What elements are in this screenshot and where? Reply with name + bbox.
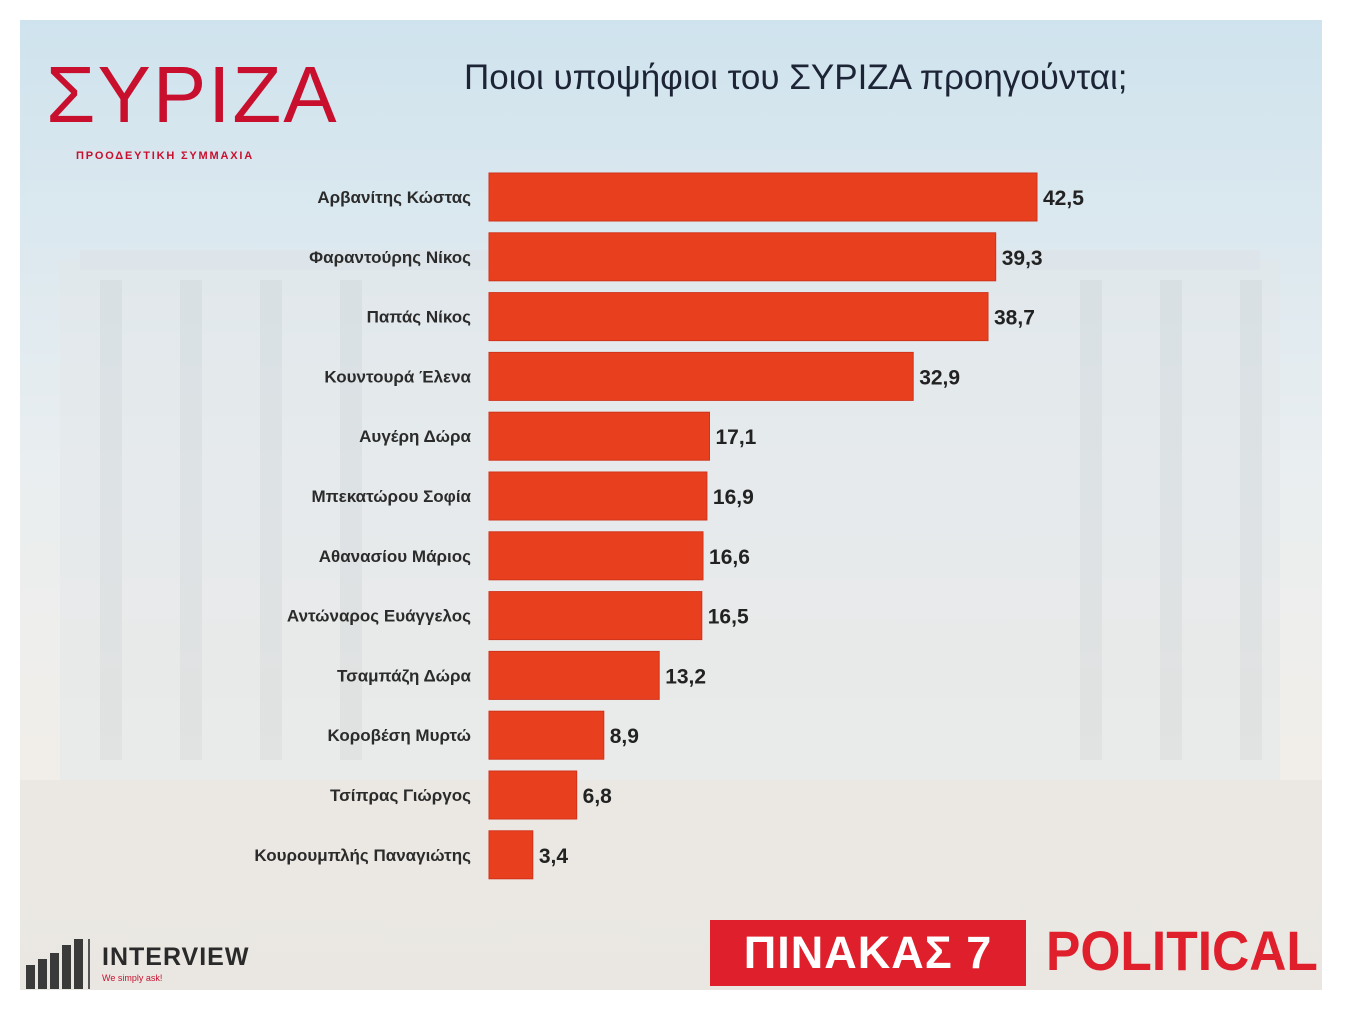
bar: [488, 650, 660, 700]
bar: [488, 770, 578, 820]
category-label: Αρβανίτης Κώστας: [317, 188, 471, 207]
syriza-logo-subtitle: ΠΡΟΟΔΕΥΤΙΚΗ ΣΥΜΜΑΧΙΑ: [76, 150, 254, 162]
bar: [488, 411, 710, 461]
value-label: 39,3: [1002, 247, 1043, 270]
category-label: Αντώναρος Ευάγγελος: [287, 607, 471, 626]
value-label: 16,6: [709, 546, 750, 569]
interview-bars-icon: [26, 939, 90, 989]
category-label: Αυγέρη Δώρα: [359, 427, 471, 446]
syriza-logo: ΣΥΡΙΖΑ ΠΡΟΟΔΕΥΤΙΚΗ ΣΥΜΜΑΧΙΑ: [46, 50, 337, 190]
bar: [488, 471, 708, 521]
bar: [488, 351, 914, 401]
bar: [488, 172, 1038, 222]
value-label: 3,4: [539, 845, 569, 868]
value-label: 16,5: [708, 606, 749, 629]
category-label: Κουρουμπλής Παναγιώτης: [254, 846, 471, 865]
bar: [488, 292, 989, 342]
chart-title: Ποιοι υποψήφιοι του ΣΥΡΙΖΑ προηγούνται;: [464, 58, 1128, 97]
bar: [488, 591, 703, 641]
syriza-logo-wordmark: ΣΥΡΙΖΑ: [46, 50, 339, 139]
bar: [488, 232, 997, 282]
chart-card: ΣΥΡΙΖΑ ΠΡΟΟΔΕΥΤΙΚΗ ΣΥΜΜΑΧΙΑ Ποιοι υποψήφ…: [20, 20, 1322, 990]
value-label: 38,7: [994, 307, 1035, 330]
value-label: 16,9: [713, 486, 754, 509]
category-label: Παπάς Νίκος: [367, 308, 472, 327]
table-label-badge: ΠΙΝΑΚΑΣ 7: [710, 920, 1026, 986]
bar: [488, 710, 605, 760]
category-label: Κουντουρά Έλενα: [324, 367, 471, 386]
parliament-background-image: [20, 250, 1322, 990]
category-label: Κοροβέση Μυρτώ: [327, 726, 471, 745]
bar-chart: Αρβανίτης Κώστας 42,5 Φαραντούρης Νίκος 39,…: [254, 172, 1084, 880]
pollster-tagline: We simply ask!: [102, 973, 163, 983]
bar: [488, 830, 534, 880]
category-label: Φαραντούρης Νίκος: [309, 248, 471, 267]
bar: [488, 531, 704, 581]
category-label: Μπεκατώρου Σοφία: [311, 487, 471, 506]
value-label: 17,1: [715, 426, 756, 449]
category-label: Αθανασίου Μάριος: [319, 547, 471, 566]
value-label: 32,9: [919, 366, 960, 389]
value-label: 8,9: [610, 725, 639, 748]
value-label: 13,2: [665, 665, 706, 688]
category-label: Τσαμπάζη Δώρα: [337, 666, 472, 685]
political-brand-logo: POLITICAL: [1046, 919, 1318, 982]
pollster-name: INTERVIEW: [102, 943, 250, 971]
value-label: 42,5: [1043, 187, 1084, 210]
value-label: 6,8: [583, 785, 613, 808]
category-label: Τσίπρας Γιώργος: [330, 786, 471, 805]
